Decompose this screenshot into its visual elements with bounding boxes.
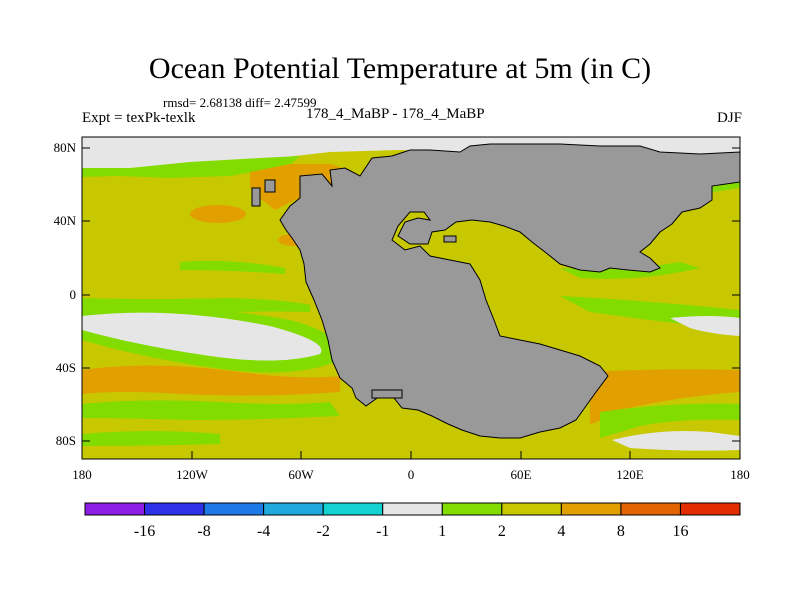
lon-label: 180 <box>730 467 750 482</box>
mid-pacific-cool <box>180 260 285 274</box>
colorbar-swatch <box>84 502 146 516</box>
south-pacific-neutral <box>82 312 322 361</box>
colorbar-swatch <box>382 502 443 516</box>
experiment-label: Expt = texPk-texlk <box>82 110 196 126</box>
lat-ticks <box>82 147 740 442</box>
stats-label: rmsd= 2.68138 diff= 2.47599 <box>163 95 317 110</box>
colorbar-swatch <box>322 502 384 516</box>
season-label: DJF <box>716 110 742 126</box>
colorbar-label: -8 <box>197 523 210 540</box>
land-fragment-4 <box>371 389 403 399</box>
colorbar-label: 1 <box>438 523 446 540</box>
land-fragment-2 <box>264 179 276 193</box>
colorbar-label: 16 <box>672 523 688 540</box>
lon-label: 120W <box>176 467 209 482</box>
colorbar: -16 -8 -4 -2 -1 1 2 4 8 16 <box>84 502 741 540</box>
land-fragment-3 <box>443 235 457 243</box>
southern-neutral-west <box>82 431 220 446</box>
lon-ticks <box>81 451 741 459</box>
colorbar-swatch <box>560 502 622 516</box>
colorbar-swatch <box>441 502 503 516</box>
map-panel <box>81 136 741 460</box>
southern-cool-band-west <box>82 400 340 420</box>
southern-warm-band-west <box>82 365 340 396</box>
run-label: 178_4_MaBP - 178_4_MaBP <box>306 106 485 122</box>
colorbar-swatch <box>679 502 741 516</box>
southern-cool-band-east <box>600 403 740 438</box>
colorbar-label: -4 <box>257 523 270 540</box>
lat-label: 80N <box>54 140 77 155</box>
southern-warm-band-east <box>590 369 740 424</box>
colorbar-swatch <box>144 502 205 516</box>
colorbar-label: -2 <box>317 523 330 540</box>
colorbar-label: 4 <box>557 523 565 540</box>
lat-label: 40S <box>56 360 76 375</box>
colorbar-label: -16 <box>134 523 155 540</box>
colorbar-label: -1 <box>376 523 389 540</box>
north-pacific-warm <box>190 205 246 223</box>
colorbar-label: 2 <box>498 523 506 540</box>
lon-label: 60W <box>288 467 314 482</box>
lat-label: 40N <box>54 213 77 228</box>
colorbar-swatch <box>263 502 324 516</box>
southern-neutral-east <box>612 431 740 451</box>
lat-label: 80S <box>56 433 76 448</box>
lat-labels: 80N 40N 0 40S 80S <box>54 140 77 448</box>
lat-label: 0 <box>70 287 77 302</box>
lon-labels: 180 120W 60W 0 60E 120E 180 <box>72 467 750 482</box>
land-fragment-1 <box>251 187 261 207</box>
colorbar-swatch <box>203 502 265 516</box>
lon-label: 120E <box>616 467 644 482</box>
colorbar-swatch <box>620 502 681 516</box>
colorbar-label: 8 <box>617 523 625 540</box>
lon-label: 60E <box>511 467 532 482</box>
colorbar-swatch <box>501 502 562 516</box>
north-cool-band <box>82 156 300 178</box>
lon-label: 0 <box>408 467 415 482</box>
lon-label: 180 <box>72 467 92 482</box>
east-neutral-lens <box>670 316 740 336</box>
plot-title: Ocean Potential Temperature at 5m (in C) <box>148 52 652 85</box>
